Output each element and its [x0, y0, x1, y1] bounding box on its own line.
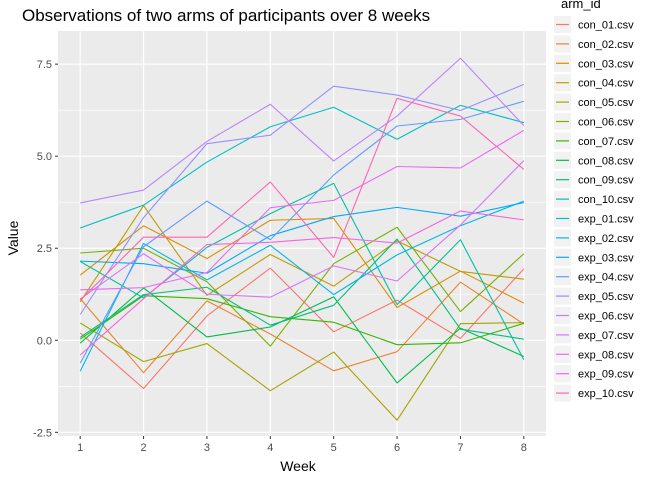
series-line-exp_08: [80, 129, 525, 291]
series-lines: [79, 57, 525, 421]
legend-item: con_09.csv: [554, 171, 634, 189]
legend-item: exp_10.csv: [554, 384, 634, 402]
series-line-exp_10: [79, 97, 525, 301]
chart-title: Observations of two arms of participants…: [22, 6, 430, 25]
series-line-exp_02: [79, 200, 525, 372]
legend-label: exp_04.csv: [578, 272, 634, 284]
legend-label: con_05.csv: [578, 97, 634, 109]
x-axis-ticks: 1 2 3 4 5 6 7 8: [77, 436, 527, 454]
series-line-exp_01: [79, 104, 524, 229]
legend-label: exp_07.csv: [578, 330, 634, 342]
legend-label: exp_09.csv: [578, 369, 634, 381]
legend-label: exp_02.csv: [578, 233, 634, 245]
x-tick-label: 5: [331, 442, 337, 454]
series-line-exp_07: [79, 160, 525, 300]
series-line-con_05: [79, 322, 524, 421]
legend-item: exp_06.csv: [554, 307, 634, 324]
legend-label: con_08.csv: [578, 155, 634, 167]
legend-item: con_07.csv: [554, 132, 634, 150]
legend-item: con_05.csv: [554, 93, 634, 111]
legend-label: con_04.csv: [578, 78, 634, 90]
legend-item: exp_05.csv: [554, 287, 634, 305]
major-gridlines: [58, 31, 546, 436]
series-line-con_09: [79, 238, 524, 340]
x-tick-label: 7: [457, 442, 463, 454]
legend-label: exp_05.csv: [578, 291, 634, 303]
x-axis-title: Week: [280, 458, 317, 474]
legend-title: arm_id: [561, 0, 601, 11]
legend-label: con_02.csv: [578, 39, 634, 51]
legend-label: exp_06.csv: [578, 311, 634, 323]
legend-item: exp_09.csv: [554, 365, 634, 383]
series-line-exp_05: [79, 83, 525, 315]
legend-label: con_10.csv: [578, 194, 634, 206]
legend-item: con_04.csv: [554, 74, 634, 92]
legend-label: con_06.csv: [578, 117, 634, 129]
legend-item: con_01.csv: [554, 16, 634, 33]
y-axis-title: Value: [5, 220, 21, 255]
legend-item: exp_01.csv: [554, 210, 634, 227]
y-tick-label: 5.0: [37, 151, 52, 163]
legend-item: exp_02.csv: [554, 229, 634, 247]
legend-item: exp_04.csv: [554, 268, 634, 286]
legend-item: con_10.csv: [554, 190, 634, 208]
legend-item: con_08.csv: [554, 151, 634, 169]
x-tick-label: 6: [394, 442, 400, 454]
legend-label: exp_03.csv: [578, 252, 634, 264]
x-tick-label: 8: [521, 442, 527, 454]
y-axis-ticks: -2.5 0.0 2.5 5.0 7.5: [33, 59, 58, 439]
legend-label: exp_10.csv: [578, 388, 634, 400]
x-tick-label: 2: [140, 442, 146, 454]
series-line-exp_06: [80, 57, 525, 204]
x-tick-label: 4: [267, 442, 273, 454]
legend-label: con_01.csv: [578, 20, 634, 32]
y-tick-label: 2.5: [37, 243, 52, 255]
series-line-exp_09: [79, 210, 524, 356]
x-tick-label: 3: [204, 442, 210, 454]
y-tick-label: 7.5: [37, 59, 52, 71]
legend-item: exp_03.csv: [554, 248, 634, 266]
legend-item: con_06.csv: [554, 113, 634, 130]
legend-item: con_03.csv: [554, 54, 634, 72]
series-line-exp_03: [80, 202, 524, 274]
legend-items: con_01.csv con_02.csv con_03.csv con_04.csv…: [554, 16, 634, 402]
y-tick-label: 0.0: [37, 335, 52, 347]
legend: arm_id con_01.csvcon_02.csvcon_03.csvcon…: [554, 0, 634, 402]
x-tick-label: 1: [77, 442, 83, 454]
series-line-con_08: [79, 287, 525, 384]
legend-item: exp_08.csv: [554, 345, 634, 363]
legend-label: exp_01.csv: [578, 214, 634, 226]
legend-item: exp_07.csv: [554, 326, 634, 344]
series-line-exp_04: [79, 100, 524, 364]
legend-item: con_02.csv: [554, 35, 634, 53]
legend-label: exp_08.csv: [578, 349, 634, 361]
series-line-con_01: [79, 267, 525, 390]
series-line-con_06: [80, 226, 525, 347]
series-line-con_02: [79, 281, 525, 374]
legend-label: con_09.csv: [578, 175, 634, 187]
legend-label: con_03.csv: [578, 58, 634, 70]
y-tick-label: -2.5: [33, 427, 52, 439]
legend-label: con_07.csv: [578, 136, 634, 148]
plot-panel: [58, 31, 546, 436]
